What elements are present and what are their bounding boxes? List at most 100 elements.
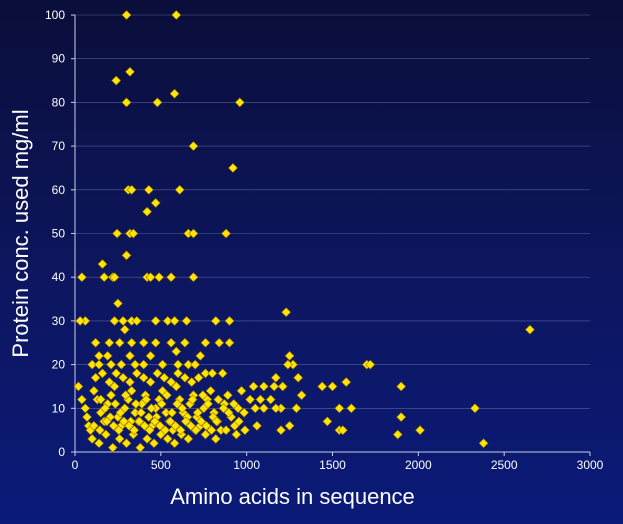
- data-point-241: [139, 420, 150, 431]
- y-tick-label-80: 80: [52, 95, 66, 109]
- data-point-211: [136, 407, 147, 418]
- data-point-140: [143, 412, 154, 422]
- data-point-26: [99, 272, 110, 283]
- data-point-217: [167, 407, 177, 418]
- data-point-115: [276, 425, 286, 436]
- data-point-116: [252, 420, 262, 431]
- data-point-51: [114, 337, 125, 348]
- x-tick-label-1000: 1000: [233, 458, 260, 472]
- data-point-13: [174, 184, 185, 195]
- data-point-223: [197, 390, 208, 401]
- data-point-63: [145, 350, 156, 361]
- data-point-235: [108, 420, 119, 431]
- data-point-37: [109, 315, 120, 326]
- data-point-187: [90, 372, 101, 383]
- data-point-6: [169, 88, 180, 99]
- data-point-229: [228, 399, 239, 409]
- data-point-71: [87, 359, 98, 370]
- data-point-238: [124, 420, 134, 431]
- data-point-28: [109, 272, 120, 283]
- data-point-8: [188, 141, 199, 152]
- data-point-95: [245, 394, 256, 405]
- y-tick-label-90: 90: [52, 52, 66, 66]
- data-point-247: [170, 420, 181, 431]
- data-point-112: [415, 425, 425, 436]
- data-point-185: [221, 425, 231, 436]
- data-point-216: [161, 390, 172, 401]
- data-point-119: [76, 394, 87, 405]
- x-tick-labels: 0 500 1000 1500 2000 2500 3000: [72, 458, 604, 472]
- data-points: [73, 10, 535, 453]
- data-point-130: [109, 381, 120, 392]
- data-point-96: [255, 394, 266, 405]
- data-point-196: [152, 368, 163, 379]
- y-tick-label-30: 30: [52, 314, 66, 328]
- data-point-1: [171, 10, 182, 20]
- data-point-206: [110, 399, 121, 409]
- data-point-9: [228, 163, 238, 173]
- data-point-77: [157, 359, 168, 370]
- data-point-194: [138, 372, 149, 383]
- data-point-66: [284, 350, 295, 361]
- data-point-39: [118, 315, 128, 326]
- data-point-243: [149, 416, 160, 427]
- data-point-208: [120, 390, 131, 401]
- data-point-200: [179, 372, 190, 383]
- data-point-253: [201, 420, 212, 431]
- data-point-255: [211, 416, 222, 427]
- data-point-76: [138, 359, 149, 370]
- data-point-2: [111, 75, 122, 86]
- data-point-57: [200, 337, 211, 348]
- data-point-93: [277, 381, 288, 392]
- data-point-234: [101, 416, 112, 427]
- data-point-92: [269, 381, 280, 392]
- data-point-207: [115, 407, 126, 418]
- y-tick-label-100: 100: [45, 8, 65, 22]
- data-point-64: [171, 346, 182, 357]
- data-point-12: [143, 184, 154, 195]
- data-point-240: [134, 416, 145, 427]
- data-point-227: [218, 403, 229, 414]
- data-point-33: [188, 272, 199, 283]
- data-point-117: [240, 425, 250, 436]
- data-point-104: [258, 403, 269, 414]
- data-point-224: [203, 399, 213, 409]
- data-point-44: [162, 315, 173, 326]
- data-point-186: [231, 429, 242, 440]
- data-point-103: [250, 403, 261, 414]
- data-point-53: [138, 337, 149, 348]
- data-point-62: [125, 350, 135, 361]
- data-point-190: [111, 368, 122, 379]
- data-point-79: [183, 359, 194, 370]
- data-point-0: [121, 10, 132, 20]
- data-point-202: [193, 372, 204, 383]
- data-point-105: [270, 403, 281, 414]
- data-point-59: [224, 337, 235, 348]
- data-point-78: [173, 359, 183, 370]
- data-point-54: [150, 337, 161, 348]
- data-point-175: [142, 433, 153, 444]
- data-point-90: [248, 381, 259, 392]
- y-tick-label-10: 10: [52, 401, 66, 415]
- data-point-52: [126, 337, 137, 348]
- axes: [71, 14, 591, 456]
- data-point-246: [165, 416, 176, 427]
- data-point-20: [142, 206, 153, 217]
- data-point-191: [118, 372, 128, 383]
- data-point-193: [131, 368, 142, 379]
- data-point-124: [88, 385, 99, 396]
- data-point-58: [214, 337, 225, 348]
- data-point-111: [396, 412, 407, 422]
- data-point-230: [234, 416, 244, 427]
- data-point-184: [210, 433, 221, 444]
- data-point-75: [130, 359, 141, 370]
- data-point-69: [365, 359, 376, 370]
- y-tick-label-0: 0: [58, 445, 65, 459]
- data-point-109: [337, 425, 348, 436]
- data-point-23: [97, 259, 108, 270]
- x-tick-label-1500: 1500: [319, 458, 346, 472]
- data-point-204: [100, 403, 110, 414]
- data-point-114: [284, 420, 295, 431]
- data-point-135: [126, 385, 137, 396]
